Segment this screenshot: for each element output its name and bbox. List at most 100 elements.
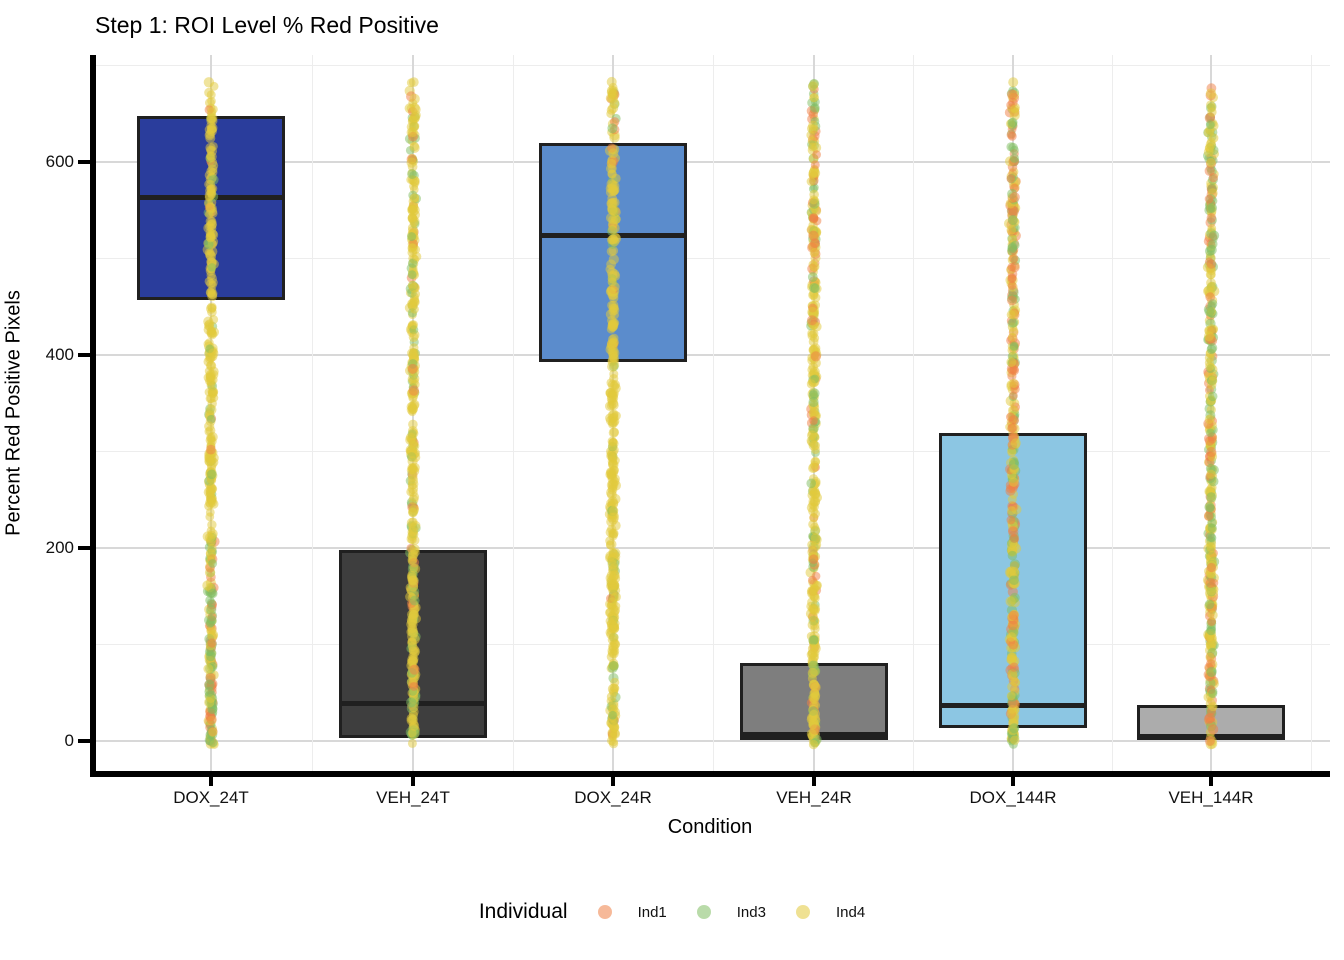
boxplot-box-veh_24t xyxy=(339,549,487,739)
boxplot-box-dox_144r xyxy=(939,433,1087,729)
jitter-point xyxy=(810,117,820,126)
jitter-point xyxy=(807,430,817,441)
jitter-point xyxy=(1207,647,1218,658)
jitter-point xyxy=(1207,295,1218,306)
y-axis-title: Percent Red Positive Pixels xyxy=(2,290,25,536)
jitter-point xyxy=(810,246,820,257)
gridline-x-minor xyxy=(311,55,313,771)
jitter-point xyxy=(1006,142,1016,152)
jitter-point xyxy=(810,648,820,658)
jitter-point xyxy=(606,451,616,461)
jitter-point xyxy=(1207,432,1217,442)
x-tick-label-veh_144r: VEH_144R xyxy=(1168,788,1254,807)
jitter-point xyxy=(1009,405,1020,416)
jitter-point xyxy=(1005,200,1016,211)
y-axis-line xyxy=(90,55,96,777)
jitter-point xyxy=(806,649,817,660)
gridline-y-major xyxy=(93,547,1330,549)
x-tick-mark xyxy=(209,777,213,786)
jitter-point xyxy=(207,703,218,715)
jitter-point xyxy=(605,527,616,538)
jitter-point xyxy=(207,678,218,690)
jitter-point xyxy=(609,581,620,592)
jitter-point xyxy=(207,723,218,734)
jitter-point xyxy=(1009,728,1019,738)
jitter-point xyxy=(207,709,217,719)
jitter-point xyxy=(207,696,217,707)
jitter-point xyxy=(807,114,817,124)
jitter-point xyxy=(409,175,420,186)
jitter-point xyxy=(207,687,217,697)
x-tick-label-dox_24r: DOX_24R xyxy=(574,788,652,807)
jitter-point xyxy=(1207,127,1218,138)
jitter-point xyxy=(409,193,420,203)
jitter-point xyxy=(1207,605,1217,615)
jitter-point xyxy=(807,318,817,328)
jitter-point xyxy=(203,356,214,367)
jitter-point xyxy=(207,398,217,409)
gridline-y-major xyxy=(93,354,1330,356)
jitter-point xyxy=(207,343,218,354)
jitter-point xyxy=(1204,371,1214,381)
jitter-point xyxy=(1207,416,1217,426)
jitter-point xyxy=(204,615,214,625)
gridline-y-minor xyxy=(93,644,1330,645)
jitter-point xyxy=(1009,365,1019,376)
jitter-point xyxy=(409,354,420,365)
jitter-point xyxy=(405,432,417,443)
jitter-point xyxy=(1207,483,1217,493)
jitter-point xyxy=(1203,147,1214,157)
jitter-point xyxy=(606,388,616,399)
boxplot-median-dox_24r xyxy=(539,232,687,238)
boxplot-median-veh_24t xyxy=(339,700,487,706)
gridline-x-minor xyxy=(913,55,914,771)
jitter-point xyxy=(1207,533,1217,543)
jitter-point xyxy=(1207,281,1218,292)
jitter-point xyxy=(409,387,420,398)
jitter-point xyxy=(207,329,218,340)
jitter-point xyxy=(1009,299,1019,310)
x-tick-mark xyxy=(1011,777,1015,786)
boxplot-median-dox_144r xyxy=(939,702,1087,708)
y-tick-label: 600 xyxy=(45,152,74,171)
jitter-point xyxy=(1009,203,1019,214)
jitter-point xyxy=(1207,518,1217,528)
jitter-point xyxy=(609,388,619,398)
jitter-point xyxy=(810,258,820,268)
jitter-point xyxy=(405,283,416,294)
legend-entry-ind3: Ind3 xyxy=(696,903,766,921)
x-tick-label-dox_144r: DOX_144R xyxy=(969,788,1057,807)
jitter-point xyxy=(204,387,214,397)
legend-dot-ind4 xyxy=(795,905,810,919)
jitter-point xyxy=(1207,215,1217,225)
jitter-point xyxy=(204,87,214,98)
y-tick-mark xyxy=(78,160,90,164)
jitter-point xyxy=(609,649,619,659)
jitter-point xyxy=(1006,265,1016,275)
jitter-point xyxy=(1009,309,1020,320)
jitter-point xyxy=(1207,633,1217,644)
jitter-point xyxy=(609,579,619,589)
jitter-point xyxy=(1206,464,1218,475)
legend-label-ind3: Ind3 xyxy=(736,903,766,921)
jitter-point xyxy=(810,526,820,536)
jitter-point xyxy=(207,612,217,622)
boxplot-median-dox_24t xyxy=(137,195,285,201)
jitter-point xyxy=(1009,364,1019,374)
jitter-point xyxy=(1207,695,1217,706)
legend-dot-ind3 xyxy=(696,905,711,919)
legend: Individual Ind1 Ind3 Ind4 xyxy=(0,892,1344,932)
jitter-point xyxy=(1204,325,1214,335)
jitter-point xyxy=(1207,375,1217,386)
jitter-point xyxy=(409,438,419,448)
gridline-y-major xyxy=(93,740,1330,742)
legend-label-ind1: Ind1 xyxy=(637,903,667,921)
jitter-point xyxy=(609,715,619,726)
gridline-y-minor xyxy=(93,258,1330,259)
jitter-point xyxy=(609,570,620,580)
jitter-point xyxy=(1009,398,1020,409)
jitter-point xyxy=(1006,264,1016,274)
x-axis-title: Condition xyxy=(667,816,753,838)
jitter-point xyxy=(609,622,619,632)
legend-dot-ind1 xyxy=(597,905,612,919)
